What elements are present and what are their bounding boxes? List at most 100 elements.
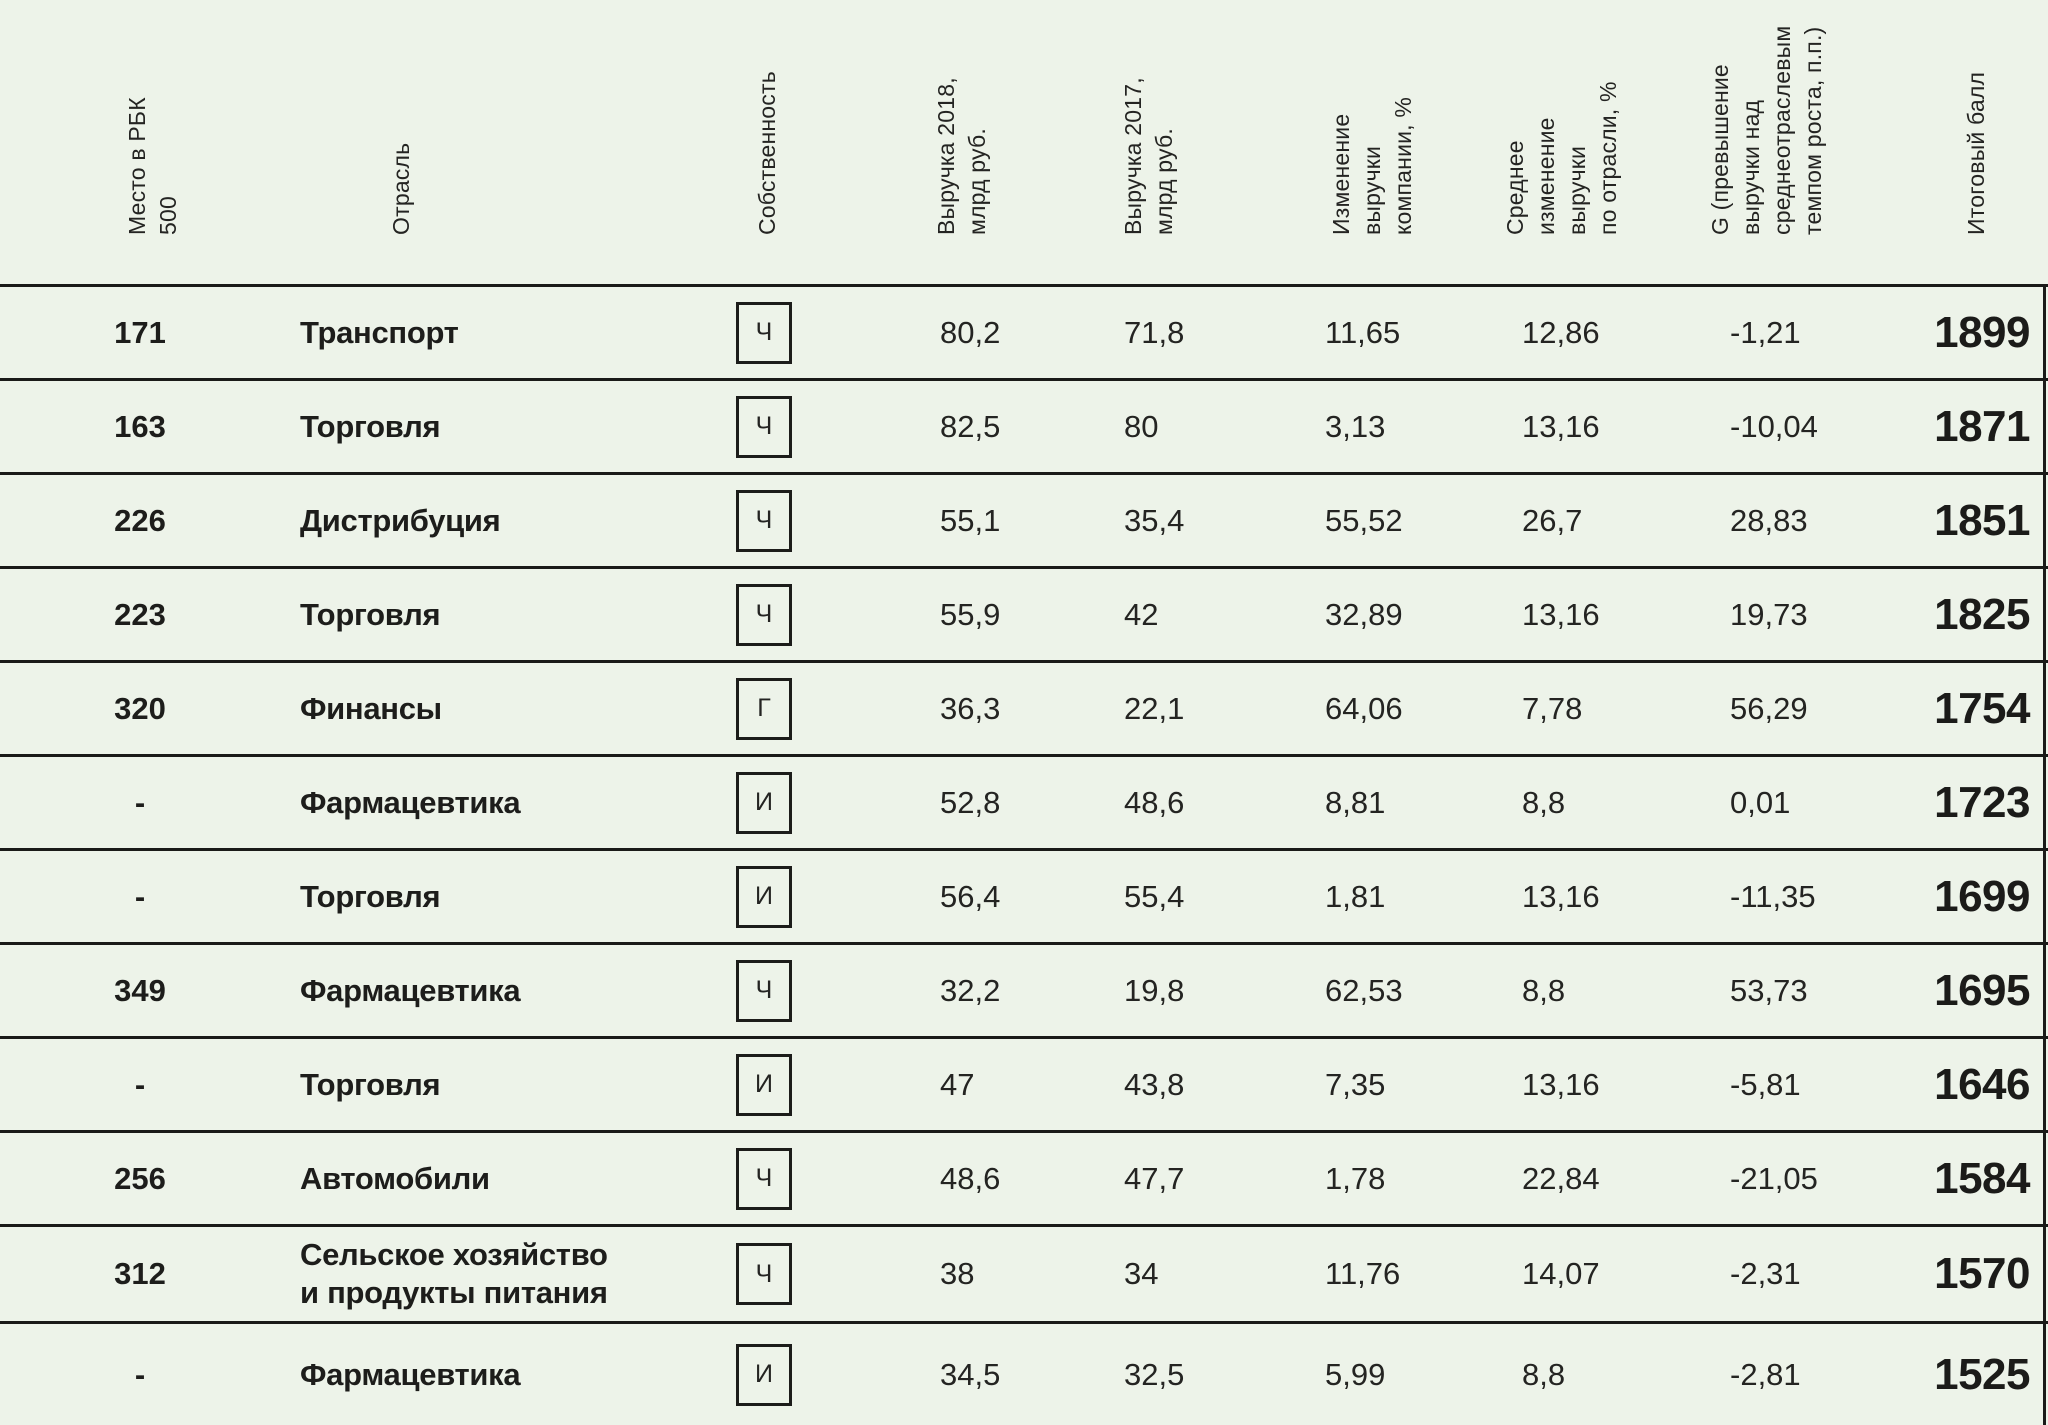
right-table-border <box>2043 287 2046 1425</box>
industry-cell: Транспорт <box>300 314 459 350</box>
ownership-cell: Ч <box>700 475 828 566</box>
table-body: 171 Транспорт Ч 80,2 71,8 11,65 12,86 -1… <box>0 287 2048 1425</box>
ownership-badge: Г <box>736 677 792 740</box>
g-excess-cell: 28,83 <box>1730 502 1808 538</box>
revenue-2017-cell: 43,8 <box>1124 1066 1185 1102</box>
table-row: 312 Сельское хозяйство и продукты питани… <box>0 1227 2048 1324</box>
ownership-badge: Ч <box>736 1147 792 1210</box>
industry-avg-change-cell: 8,8 <box>1522 1356 1566 1392</box>
revenue-2018-cell: 55,1 <box>940 502 1001 538</box>
final-score-cell: 1699 <box>1934 871 2030 921</box>
ownership-badge: Ч <box>736 395 792 458</box>
industry-cell: Фармацевтика <box>300 784 521 820</box>
company-change-cell: 5,99 <box>1325 1356 1386 1392</box>
ownership-badge: Ч <box>736 1243 792 1305</box>
revenue-2018-cell: 56,4 <box>940 878 1001 914</box>
revenue-2018-cell: 32,2 <box>940 972 1001 1008</box>
table-row: 223 Торговля Ч 55,9 42 32,89 13,16 19,73… <box>0 569 2048 663</box>
ownership-cell: Ч <box>700 1227 828 1321</box>
table-row: 163 Торговля Ч 82,5 80 3,13 13,16 -10,04… <box>0 381 2048 475</box>
company-change-cell: 11,65 <box>1325 314 1401 350</box>
rank-cell: 312 <box>114 1256 166 1291</box>
column-header-industry-avg-change: Среднее изменение выручки по отрасли, % <box>1502 81 1621 235</box>
table-header: Место в РБК 500 Отрасль Собственность Вы… <box>0 0 2048 287</box>
final-score-cell: 1825 <box>1934 589 2030 639</box>
final-score-cell: 1851 <box>1934 495 2030 545</box>
revenue-2017-cell: 80 <box>1124 408 1159 444</box>
rank-cell: 349 <box>114 972 166 1008</box>
industry-cell: Торговля <box>300 596 441 632</box>
g-excess-cell: 0,01 <box>1730 784 1791 820</box>
rank-cell: - <box>134 878 146 914</box>
g-excess-cell: -11,35 <box>1730 878 1816 914</box>
ownership-cell: И <box>700 1039 828 1130</box>
final-score-cell: 1723 <box>1934 777 2030 827</box>
company-change-cell: 32,89 <box>1325 596 1403 632</box>
ownership-badge: Ч <box>736 959 792 1022</box>
industry-avg-change-cell: 26,7 <box>1522 502 1583 538</box>
final-score-cell: 1754 <box>1934 683 2030 733</box>
column-header-place: Место в РБК 500 <box>124 97 181 235</box>
ownership-cell: И <box>700 757 828 848</box>
final-score-cell: 1525 <box>1934 1349 2030 1399</box>
ownership-badge: И <box>736 1343 792 1406</box>
rank-cell: 226 <box>114 502 166 538</box>
revenue-2017-cell: 19,8 <box>1124 972 1185 1008</box>
g-excess-cell: -2,31 <box>1730 1256 1801 1291</box>
industry-cell: Сельское хозяйство и продукты питания <box>300 1237 608 1310</box>
industry-avg-change-cell: 8,8 <box>1522 784 1566 820</box>
table-row: - Торговля И 56,4 55,4 1,81 13,16 -11,35… <box>0 851 2048 945</box>
company-change-cell: 1,81 <box>1325 878 1386 914</box>
ownership-badge: Ч <box>736 301 792 364</box>
table-row: 349 Фармацевтика Ч 32,2 19,8 62,53 8,8 5… <box>0 945 2048 1039</box>
table-row: - Фармацевтика И 34,5 32,5 5,99 8,8 -2,8… <box>0 1324 2048 1425</box>
revenue-2017-cell: 34 <box>1124 1256 1159 1291</box>
ownership-badge: Ч <box>736 583 792 646</box>
column-header-revenue-2018: Выручка 2018, млрд руб. <box>933 77 990 235</box>
revenue-2018-cell: 80,2 <box>940 314 1001 350</box>
g-excess-cell: 56,29 <box>1730 690 1808 726</box>
industry-avg-change-cell: 13,16 <box>1522 596 1600 632</box>
industry-avg-change-cell: 13,16 <box>1522 878 1600 914</box>
column-header-final-score: Итоговый балл <box>1963 71 1989 235</box>
column-header-industry: Отрасль <box>388 142 414 235</box>
industry-avg-change-cell: 12,86 <box>1522 314 1600 350</box>
company-change-cell: 55,52 <box>1325 502 1403 538</box>
revenue-2017-cell: 32,5 <box>1124 1356 1185 1392</box>
ownership-cell: Г <box>700 663 828 754</box>
industry-cell: Финансы <box>300 690 442 726</box>
company-change-cell: 11,76 <box>1325 1256 1401 1291</box>
rank-cell: 320 <box>114 690 166 726</box>
g-excess-cell: 53,73 <box>1730 972 1808 1008</box>
revenue-2017-cell: 71,8 <box>1124 314 1185 350</box>
ownership-cell: Ч <box>700 1133 828 1224</box>
revenue-2018-cell: 34,5 <box>940 1356 1001 1392</box>
ownership-cell: Ч <box>700 569 828 660</box>
revenue-2018-cell: 52,8 <box>940 784 1001 820</box>
table-row: - Торговля И 47 43,8 7,35 13,16 -5,81 16… <box>0 1039 2048 1133</box>
g-excess-cell: -2,81 <box>1730 1356 1801 1392</box>
rank-cell: 171 <box>114 314 166 350</box>
company-change-cell: 62,53 <box>1325 972 1403 1008</box>
industry-cell: Фармацевтика <box>300 972 521 1008</box>
final-score-cell: 1570 <box>1934 1249 2030 1298</box>
ownership-badge: И <box>736 1053 792 1116</box>
revenue-2018-cell: 82,5 <box>940 408 1001 444</box>
ownership-badge: И <box>736 865 792 928</box>
revenue-2018-cell: 47 <box>940 1066 975 1102</box>
final-score-cell: 1871 <box>1934 401 2030 451</box>
g-excess-cell: -10,04 <box>1730 408 1818 444</box>
table-row: 226 Дистрибуция Ч 55,1 35,4 55,52 26,7 2… <box>0 475 2048 569</box>
company-change-cell: 1,78 <box>1325 1160 1386 1196</box>
ownership-cell: И <box>700 851 828 942</box>
rank-cell: 163 <box>114 408 166 444</box>
company-change-cell: 3,13 <box>1325 408 1386 444</box>
revenue-2017-cell: 55,4 <box>1124 878 1185 914</box>
rank-cell: 256 <box>114 1160 166 1196</box>
industry-cell: Торговля <box>300 408 441 444</box>
column-header-g-excess: G (превышение выручки над среднеотраслев… <box>1707 25 1826 235</box>
column-header-revenue-2017: Выручка 2017, млрд руб. <box>1120 77 1177 235</box>
g-excess-cell: 19,73 <box>1730 596 1808 632</box>
final-score-cell: 1646 <box>1934 1059 2030 1109</box>
